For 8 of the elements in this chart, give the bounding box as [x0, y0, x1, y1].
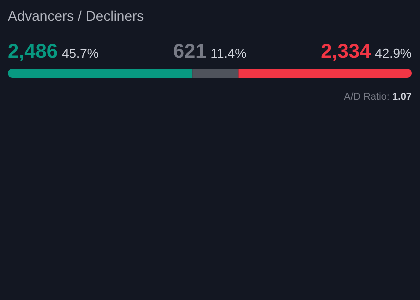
data-label: 2,486: [8, 41, 58, 63]
data-label: 2,334: [321, 41, 372, 63]
text: 45.7%: [62, 46, 100, 61]
text: 11.4%: [210, 46, 248, 61]
data-label: 621: [173, 41, 207, 63]
chart-title: Advancers / Decliners: [8, 8, 144, 24]
text: A/D Ratio: 1.07: [344, 92, 412, 103]
text: 42.9%: [375, 46, 412, 61]
